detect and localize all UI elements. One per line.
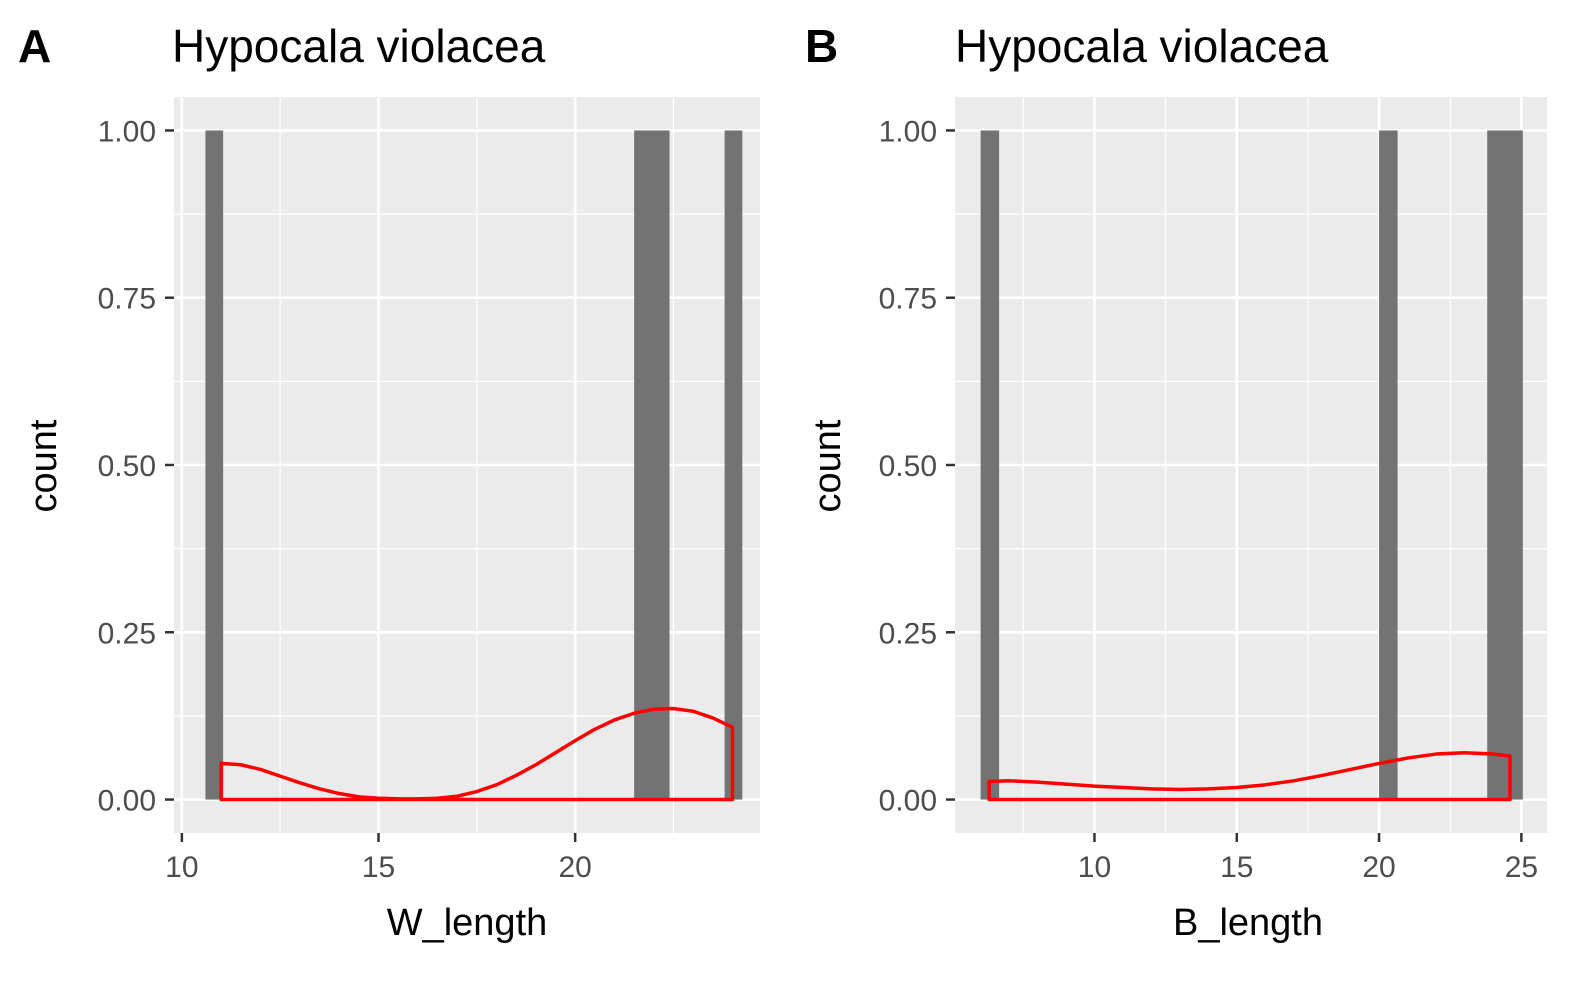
- chart-b-svg: B Hypocala violacea B_length count 0.00 0…: [805, 20, 1547, 944]
- y-tick-label: 1.00: [879, 115, 937, 148]
- histogram-bar: [205, 130, 224, 800]
- y-tick-label: 1.00: [98, 115, 156, 148]
- histogram-bar: [1487, 130, 1523, 800]
- y-tick-label: 0.50: [879, 450, 937, 483]
- panel-b: B Hypocala violacea B_length count 0.00 0…: [785, 0, 1575, 984]
- x-tick-label: 20: [558, 851, 591, 884]
- panel-letter: B: [805, 20, 838, 72]
- chart-title: Hypocala violacea: [955, 20, 1329, 72]
- x-tick-label: 15: [1220, 851, 1253, 884]
- histogram-bar: [980, 130, 1000, 800]
- panel-a: A Hypocala violacea W_length count 0.00 0…: [0, 0, 790, 984]
- x-tick-label: 15: [362, 851, 395, 884]
- plot-area: [174, 97, 760, 833]
- histogram-bar: [634, 130, 670, 800]
- y-tick-label: 0.75: [879, 283, 937, 316]
- histogram-bar: [724, 130, 743, 800]
- x-tick-label: 10: [1078, 851, 1111, 884]
- y-tick-label: 0.25: [879, 617, 937, 650]
- x-axis-title: B_length: [1173, 902, 1323, 944]
- y-tick-label: 0.25: [98, 617, 156, 650]
- panel-letter: A: [18, 20, 51, 72]
- chart-title: Hypocala violacea: [172, 20, 546, 72]
- y-tick-label: 0.00: [98, 785, 156, 818]
- y-tick-label: 0.75: [98, 283, 156, 316]
- x-tick-label: 20: [1362, 851, 1395, 884]
- density-curve: [987, 750, 1512, 802]
- x-tick-label: 10: [165, 851, 198, 884]
- plot-area: [955, 97, 1547, 833]
- histogram-bar: [1379, 130, 1398, 800]
- chart-a-svg: A Hypocala violacea W_length count 0.00 0…: [18, 20, 760, 944]
- y-tick-label: 0.50: [98, 450, 156, 483]
- y-tick-label: 0.00: [879, 785, 937, 818]
- x-axis-title: W_length: [387, 902, 548, 944]
- y-axis-title: count: [807, 419, 849, 512]
- density-curve: [219, 706, 735, 802]
- x-tick-label: 25: [1505, 851, 1538, 884]
- y-axis-title: count: [23, 419, 65, 512]
